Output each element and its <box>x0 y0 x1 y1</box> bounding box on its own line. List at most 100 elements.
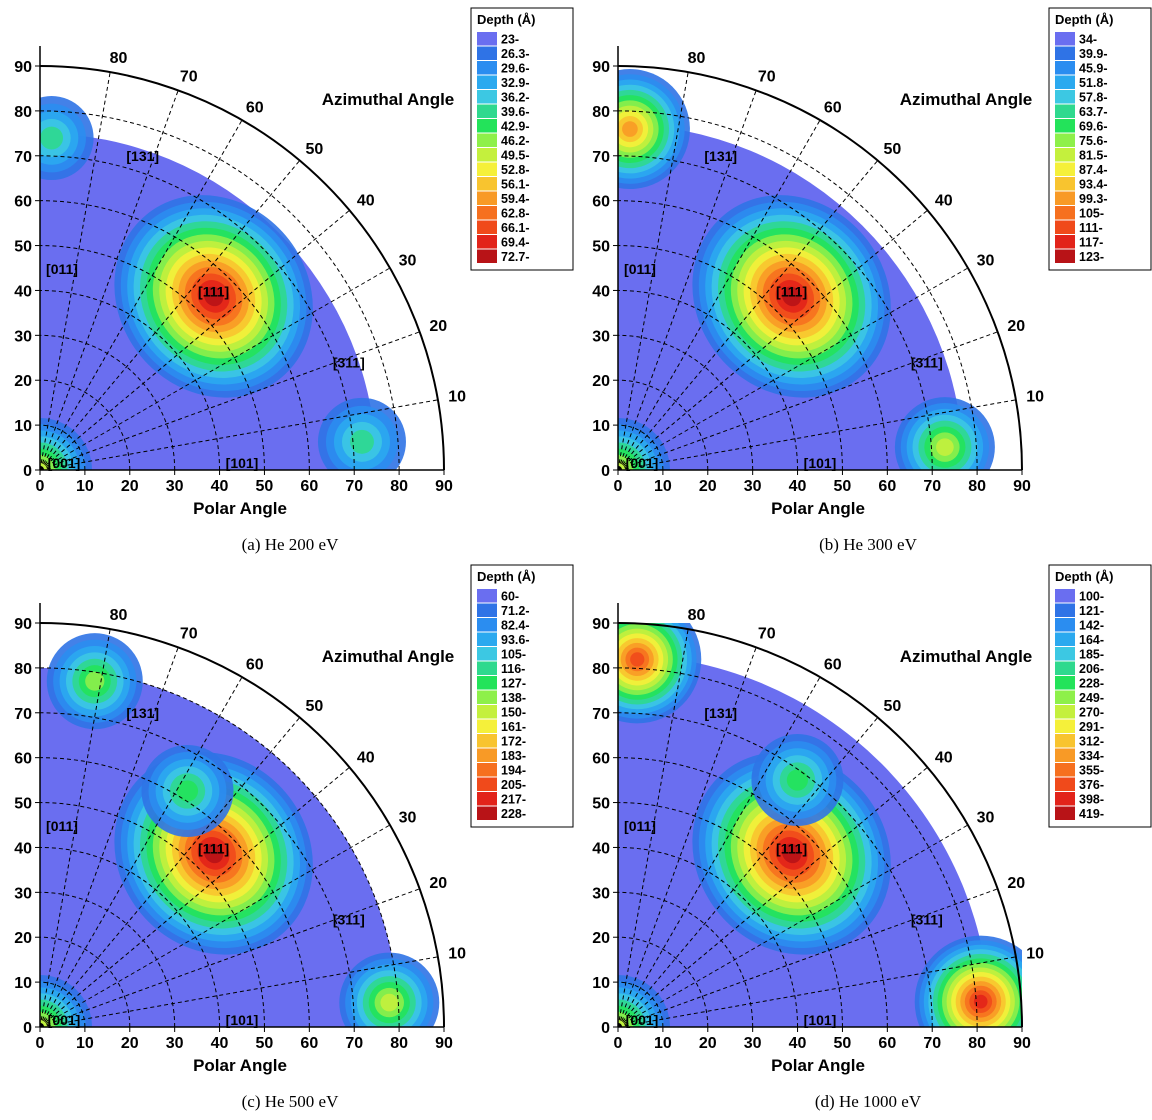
azimuth-grid-line <box>39 160 301 471</box>
polar-chart-b: 0 10 20 30 40 50 60 70 80 90 0 10 20 30 40 50 60 70 80 90 10… <box>592 7 1152 554</box>
legend-swatch <box>1055 249 1075 263</box>
azimuth-tick-label: 50 <box>305 141 323 158</box>
y-tick-label: 90 <box>14 616 32 633</box>
legend-swatch <box>1055 90 1075 104</box>
azimuth-grid-line <box>617 629 689 1028</box>
legend-value: 42.9- <box>501 120 530 134</box>
legend-value: 312- <box>1079 735 1104 749</box>
azimuth-grid-line <box>617 331 998 471</box>
polar-grid-circle <box>39 379 131 471</box>
legend-swatch <box>477 177 497 191</box>
outer-arc <box>617 65 1023 471</box>
azimuth-grid-line <box>617 824 969 1028</box>
polar-grid-circle <box>617 334 754 471</box>
polar-grid-circle <box>39 802 265 1028</box>
hotspot-ring <box>622 121 638 137</box>
legend-value: 206- <box>1079 662 1104 676</box>
pole-label: [131] <box>126 148 159 164</box>
legend-swatch <box>1055 589 1075 603</box>
legend-swatch <box>477 792 497 806</box>
pole-label: [111] <box>776 840 807 856</box>
legend-value: 82.4- <box>501 619 530 633</box>
polar-grid-circle <box>617 110 978 471</box>
legend-swatch <box>1055 763 1075 777</box>
x-tick-label: 20 <box>699 478 717 495</box>
legend-swatch <box>477 632 497 646</box>
azimuth-grid-line <box>39 824 391 1028</box>
y-tick-label: 0 <box>601 463 610 480</box>
azimuth-grid-line <box>39 267 391 471</box>
x-tick-label: 80 <box>390 1035 408 1052</box>
azimuth-tick-label: 10 <box>448 389 466 406</box>
y-tick-label: 40 <box>14 283 32 300</box>
polar-grid-circle <box>39 757 310 1028</box>
legend-value: 355- <box>1079 764 1104 778</box>
y-tick-label: 20 <box>14 373 32 390</box>
hotspot-ring <box>973 994 988 1009</box>
x-tick-label: 60 <box>878 1035 896 1052</box>
legend-swatch <box>1055 148 1075 162</box>
legend-value: 63.7- <box>1079 105 1108 119</box>
x-tick-label: 50 <box>834 478 852 495</box>
legend-swatch <box>1055 191 1075 205</box>
hotspot-ring <box>782 286 802 307</box>
legend-value: 161- <box>501 720 526 734</box>
polar-grid-circle <box>39 936 131 1028</box>
azimuth-tick-label: 40 <box>935 750 953 767</box>
polar-grid-circle <box>617 936 709 1028</box>
legend: Depth (Å) 34-39.9-45.9-51.8-57.8-63.7-69.… <box>1048 7 1152 271</box>
azimuth-grid-line <box>39 956 438 1028</box>
legend-swatch <box>477 191 497 205</box>
azimuth-grid-line <box>617 209 928 471</box>
x-tick-label: 50 <box>256 478 274 495</box>
legend-value: 138- <box>501 691 526 705</box>
legend-title: Depth (Å) <box>477 569 536 584</box>
legend-value: 419- <box>1079 807 1104 821</box>
x-tick-label: 70 <box>923 1035 941 1052</box>
x-tick-label: 0 <box>614 478 623 495</box>
azimuth-grid-line <box>39 647 179 1028</box>
legend-swatch <box>1055 162 1075 176</box>
pole-label: [011] <box>624 818 656 834</box>
x-tick-label: 70 <box>923 478 941 495</box>
legend-swatch <box>477 32 497 46</box>
azimuth-tick-label: 70 <box>758 69 776 86</box>
legend-value: 185- <box>1079 648 1104 662</box>
pole-label: [111] <box>198 840 229 856</box>
y-tick-label: 80 <box>14 104 32 121</box>
legend-value: 51.8- <box>1079 76 1108 90</box>
polar-grid-circle <box>39 891 176 1028</box>
y-tick-label: 20 <box>592 373 610 390</box>
legend-swatch <box>1055 690 1075 704</box>
azimuth-grid-line <box>39 399 438 471</box>
azimuth-grid-line <box>617 676 821 1028</box>
legend-value: 34- <box>1079 33 1097 47</box>
legend-swatch <box>1055 632 1075 646</box>
azimuth-tick-label: 30 <box>977 809 995 826</box>
legend-swatch <box>1055 235 1075 249</box>
azimuth-tick-label: 70 <box>180 69 198 86</box>
y-tick-label: 10 <box>592 418 610 435</box>
hotspot-ring <box>630 652 645 667</box>
legend-swatch <box>1055 177 1075 191</box>
y-tick-label: 10 <box>592 975 610 992</box>
x-tick-label: 30 <box>744 1035 762 1052</box>
legend-swatch <box>1055 748 1075 762</box>
hotspot-ring <box>85 671 105 691</box>
azimuth-axis-label: Azimuthal Angle <box>900 90 1033 109</box>
legend-swatch <box>1055 792 1075 806</box>
legend-value: 398- <box>1079 793 1104 807</box>
x-axis-label: Polar Angle <box>771 499 865 518</box>
legend-value: 75.6- <box>1079 134 1108 148</box>
legend-swatch <box>1055 777 1075 791</box>
azimuth-grid-line <box>39 209 350 471</box>
polar-grid-circle <box>39 245 265 471</box>
legend-value: 127- <box>501 677 526 691</box>
legend-swatch <box>477 90 497 104</box>
hotspot-ring <box>380 993 399 1012</box>
polar-grid-circle <box>617 245 843 471</box>
legend-value: 39.6- <box>501 105 530 119</box>
legend-title: Depth (Å) <box>1055 569 1114 584</box>
hotspot-ring <box>786 769 809 791</box>
y-tick-label: 20 <box>592 930 610 947</box>
